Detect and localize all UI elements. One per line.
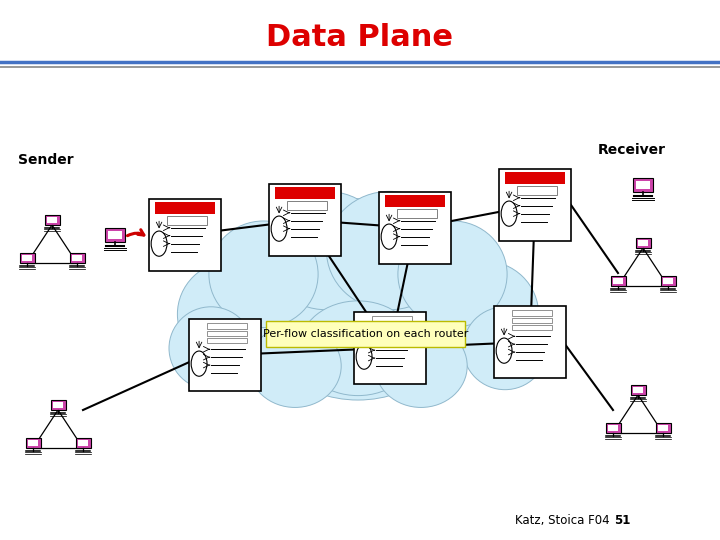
- Bar: [287, 200, 327, 210]
- Bar: [505, 172, 565, 184]
- Ellipse shape: [209, 221, 318, 328]
- Bar: [189, 319, 261, 391]
- Ellipse shape: [169, 307, 253, 390]
- Ellipse shape: [211, 221, 358, 363]
- Bar: [155, 202, 215, 214]
- Bar: [27, 440, 38, 445]
- Ellipse shape: [326, 191, 452, 310]
- Bar: [662, 278, 673, 284]
- Text: 51: 51: [614, 514, 631, 527]
- Bar: [379, 192, 451, 264]
- Ellipse shape: [300, 301, 417, 396]
- Ellipse shape: [463, 307, 547, 390]
- Bar: [613, 278, 624, 284]
- Bar: [608, 424, 618, 431]
- Ellipse shape: [356, 344, 372, 369]
- Ellipse shape: [381, 224, 397, 249]
- Bar: [22, 254, 32, 261]
- Bar: [517, 186, 557, 195]
- Ellipse shape: [496, 338, 512, 363]
- Bar: [354, 312, 426, 384]
- Bar: [275, 187, 336, 199]
- Bar: [633, 178, 653, 192]
- Bar: [149, 199, 221, 271]
- Text: Receiver: Receiver: [598, 143, 666, 157]
- Bar: [19, 253, 35, 263]
- Ellipse shape: [151, 231, 167, 256]
- Bar: [512, 325, 552, 330]
- Bar: [499, 169, 571, 241]
- Ellipse shape: [501, 201, 517, 226]
- FancyBboxPatch shape: [266, 321, 465, 347]
- Bar: [631, 384, 646, 395]
- Bar: [494, 306, 566, 378]
- Bar: [70, 253, 84, 263]
- Bar: [71, 254, 82, 261]
- Bar: [384, 195, 445, 207]
- Ellipse shape: [429, 261, 539, 368]
- Bar: [207, 323, 246, 329]
- Bar: [372, 323, 412, 329]
- Bar: [207, 330, 246, 336]
- Ellipse shape: [177, 261, 287, 368]
- Bar: [636, 181, 650, 189]
- Bar: [76, 437, 91, 448]
- Bar: [45, 214, 60, 225]
- Bar: [167, 215, 207, 225]
- Text: Data Plane: Data Plane: [266, 24, 454, 52]
- Bar: [207, 338, 246, 343]
- Bar: [512, 318, 552, 323]
- Bar: [78, 440, 89, 445]
- Bar: [638, 240, 649, 246]
- Bar: [372, 330, 412, 336]
- Bar: [512, 310, 552, 316]
- Bar: [611, 275, 626, 286]
- Ellipse shape: [264, 191, 390, 310]
- Bar: [633, 387, 644, 393]
- Text: Sender: Sender: [18, 153, 73, 167]
- Ellipse shape: [375, 325, 467, 408]
- Bar: [269, 184, 341, 256]
- Bar: [372, 316, 412, 322]
- Ellipse shape: [192, 351, 207, 376]
- Bar: [655, 422, 670, 433]
- Ellipse shape: [271, 216, 287, 241]
- Bar: [50, 400, 66, 410]
- Text: Per-flow classification on each router: Per-flow classification on each router: [263, 329, 468, 339]
- Bar: [105, 228, 125, 242]
- Text: Katz, Stoica F04: Katz, Stoica F04: [516, 514, 610, 527]
- Bar: [108, 231, 122, 239]
- Bar: [660, 275, 675, 286]
- Bar: [606, 422, 621, 433]
- Ellipse shape: [358, 221, 505, 363]
- Ellipse shape: [249, 199, 467, 400]
- Bar: [47, 217, 58, 222]
- Ellipse shape: [249, 325, 341, 408]
- Bar: [397, 208, 436, 218]
- Bar: [53, 402, 63, 408]
- Bar: [25, 437, 40, 448]
- Bar: [636, 238, 650, 248]
- Bar: [657, 424, 668, 431]
- Ellipse shape: [398, 221, 507, 328]
